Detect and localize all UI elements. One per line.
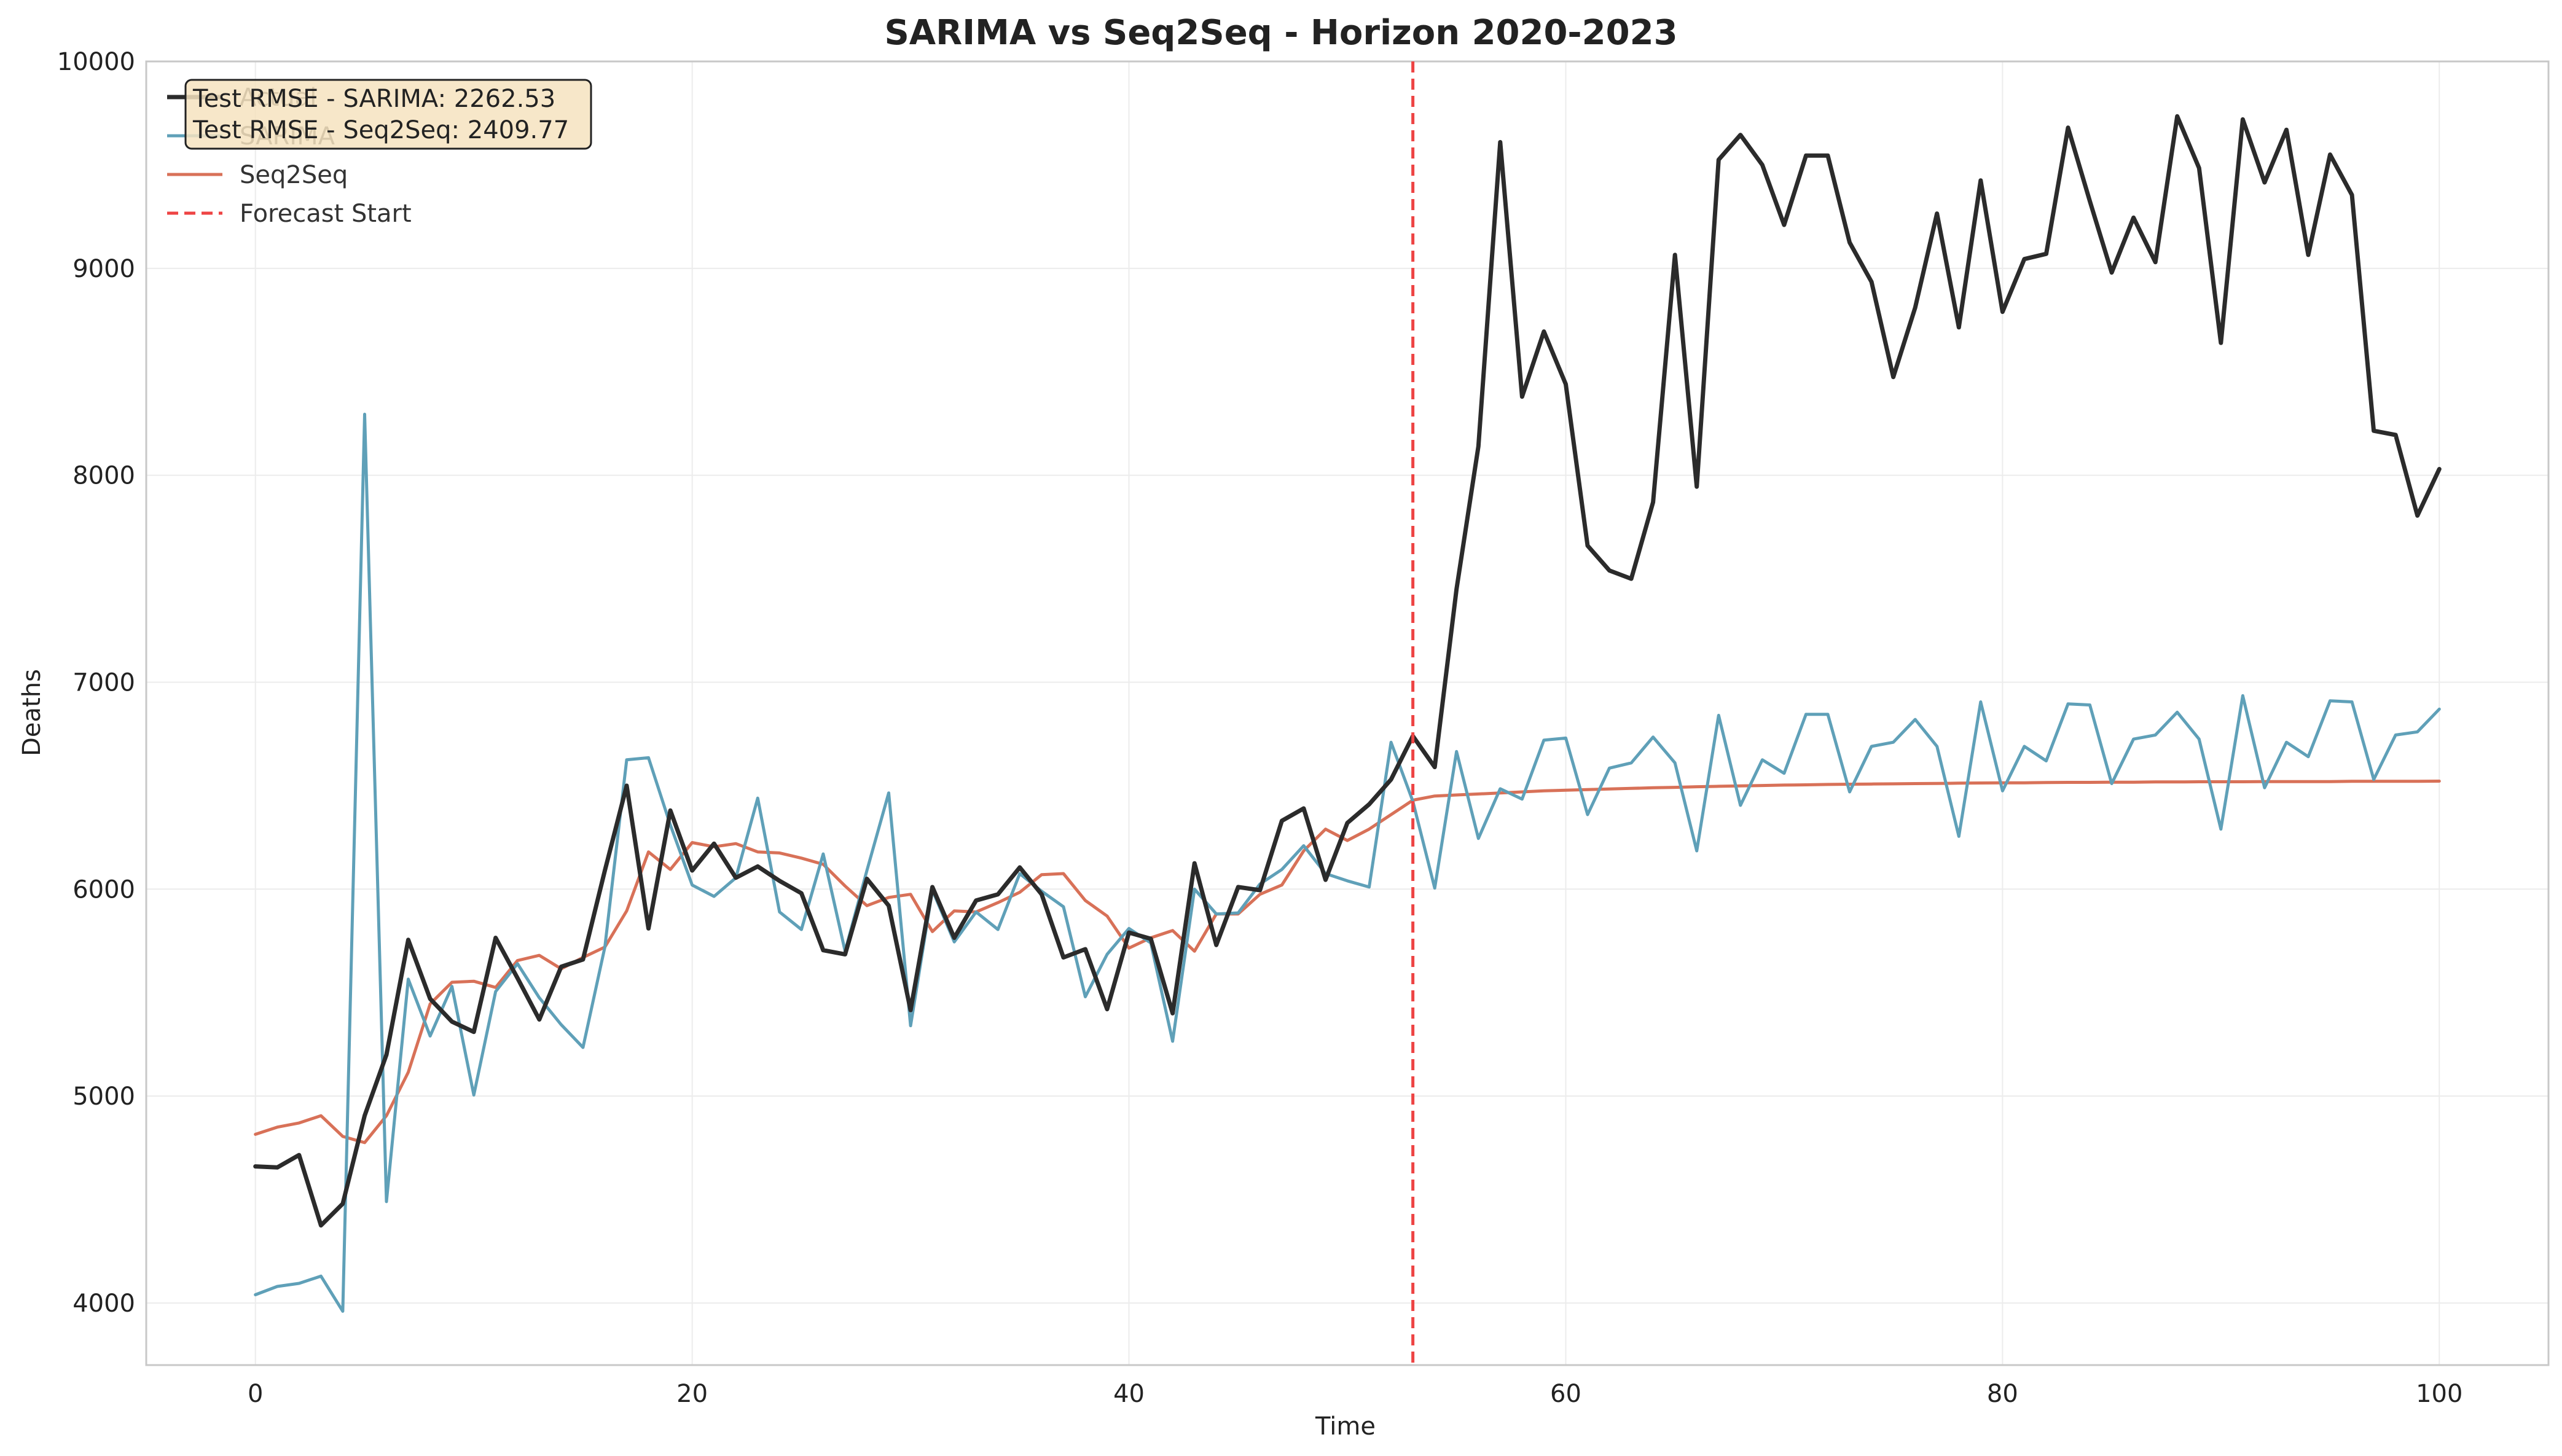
x-tick-label: 20: [676, 1380, 708, 1408]
grid: [146, 61, 2548, 1365]
y-tick-label: 8000: [72, 462, 135, 490]
rmse-annotation: Test RMSE - SARIMA: 2262.53 Test RMSE - …: [184, 79, 592, 150]
plot-area: [145, 60, 2550, 1366]
annotation-box: [184, 79, 592, 150]
y-axis-label: Deaths: [18, 669, 46, 756]
x-axis-label: Time: [1315, 1412, 1376, 1441]
x-tick-label: 60: [1550, 1380, 1581, 1408]
y-tick-label: 9000: [72, 255, 135, 283]
x-tick-label: 100: [2416, 1380, 2462, 1408]
legend-label-forecast-start: Forecast Start: [240, 200, 412, 228]
y-axis: 4000 5000 6000 7000 8000 9000 10000: [57, 48, 135, 1318]
x-axis: 0 20 40 60 80 100: [248, 1380, 2462, 1408]
legend-label-seq2seq: Seq2Seq: [240, 161, 348, 189]
y-tick-label: 5000: [72, 1082, 135, 1111]
annotation-line-sarima: Test RMSE - SARIMA: 2262.53: [192, 85, 555, 113]
chart-title: SARIMA vs Seq2Seq - Horizon 2020-2023: [884, 13, 1677, 53]
series-line-actual: [253, 114, 2442, 1228]
y-tick-label: 10000: [57, 48, 135, 76]
x-tick-label: 0: [248, 1380, 263, 1408]
y-tick-label: 6000: [72, 875, 135, 904]
series-layer: [253, 114, 2442, 1313]
series-line-seq2seq: [254, 780, 2441, 1145]
annotation-line-seq2seq: Test RMSE - Seq2Seq: 2409.77: [192, 116, 569, 144]
y-tick-label: 7000: [72, 668, 135, 697]
y-tick-label: 4000: [72, 1290, 135, 1318]
x-tick-label: 40: [1113, 1380, 1145, 1408]
x-tick-label: 80: [1987, 1380, 2018, 1408]
